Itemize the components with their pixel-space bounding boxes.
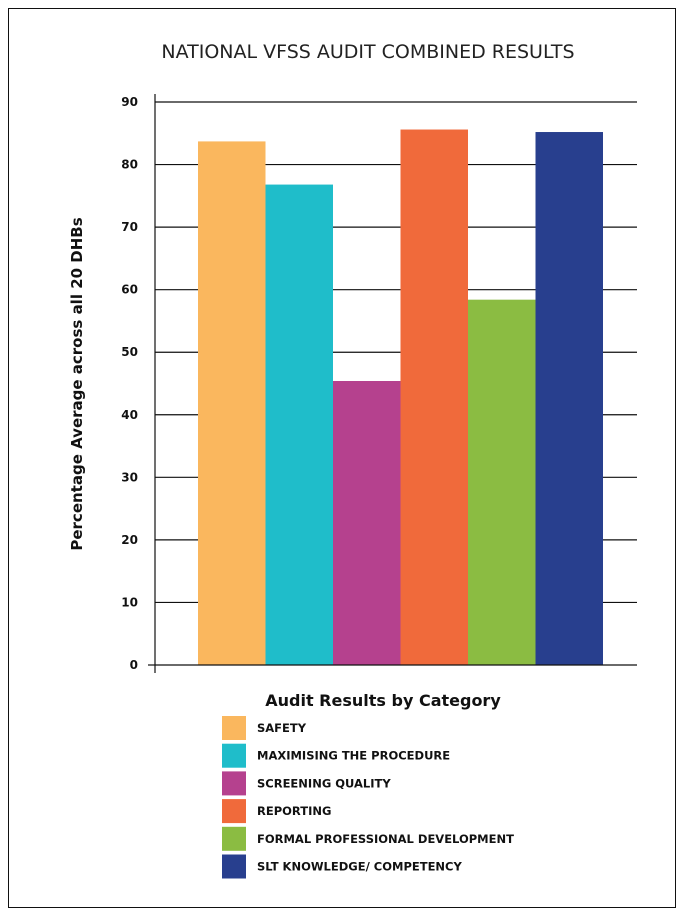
legend-swatch: [222, 716, 246, 740]
legend-title: Audit Results by Category: [265, 691, 501, 710]
legend-label: REPORTING: [257, 804, 331, 818]
legend-swatch: [222, 771, 246, 796]
legend-label: FORMAL PROFESSIONAL DEVELOPMENT: [257, 832, 514, 846]
bar: [198, 141, 266, 665]
legend-label: SAFETY: [257, 721, 307, 735]
legend-swatch: [222, 799, 246, 824]
bar: [265, 184, 333, 665]
y-tick-label: 40: [121, 408, 138, 422]
y-tick-label: 60: [121, 283, 138, 297]
y-tick-label: 80: [121, 158, 138, 172]
y-tick-labels: 0 10 20 30 40 50 60 70 80 90: [121, 95, 138, 672]
legend-label: MAXIMISING THE PROCEDURE: [257, 749, 450, 763]
y-axis-label: Percentage Average across all 20 DHBs: [68, 217, 86, 550]
legend-label: SCREENING QUALITY: [257, 776, 391, 790]
chart-frame: [8, 8, 676, 908]
y-tick-label: 70: [121, 220, 138, 234]
bar: [468, 299, 536, 665]
y-tick-label: 20: [121, 533, 138, 547]
bars: [198, 129, 603, 666]
y-tick-label: 10: [121, 595, 138, 609]
bar: [400, 129, 468, 666]
legend-swatch: [222, 826, 246, 851]
chart-title: NATIONAL VFSS AUDIT COMBINED RESULTS: [161, 41, 574, 63]
y-tick-label: 0: [130, 658, 138, 672]
legend-swatch: [222, 743, 246, 768]
y-tick-label: 50: [121, 345, 138, 359]
axes: [148, 94, 637, 673]
legend-swatch: [222, 854, 246, 879]
y-tick-label: 30: [121, 470, 138, 484]
legend: SAFETY MAXIMISING THE PROCEDURE SCREENING …: [222, 716, 514, 879]
bar: [333, 380, 401, 665]
bar: [535, 132, 603, 665]
y-tick-label: 90: [121, 95, 138, 109]
legend-label: SLT KNOWLEDGE/ COMPETENCY: [257, 860, 462, 874]
